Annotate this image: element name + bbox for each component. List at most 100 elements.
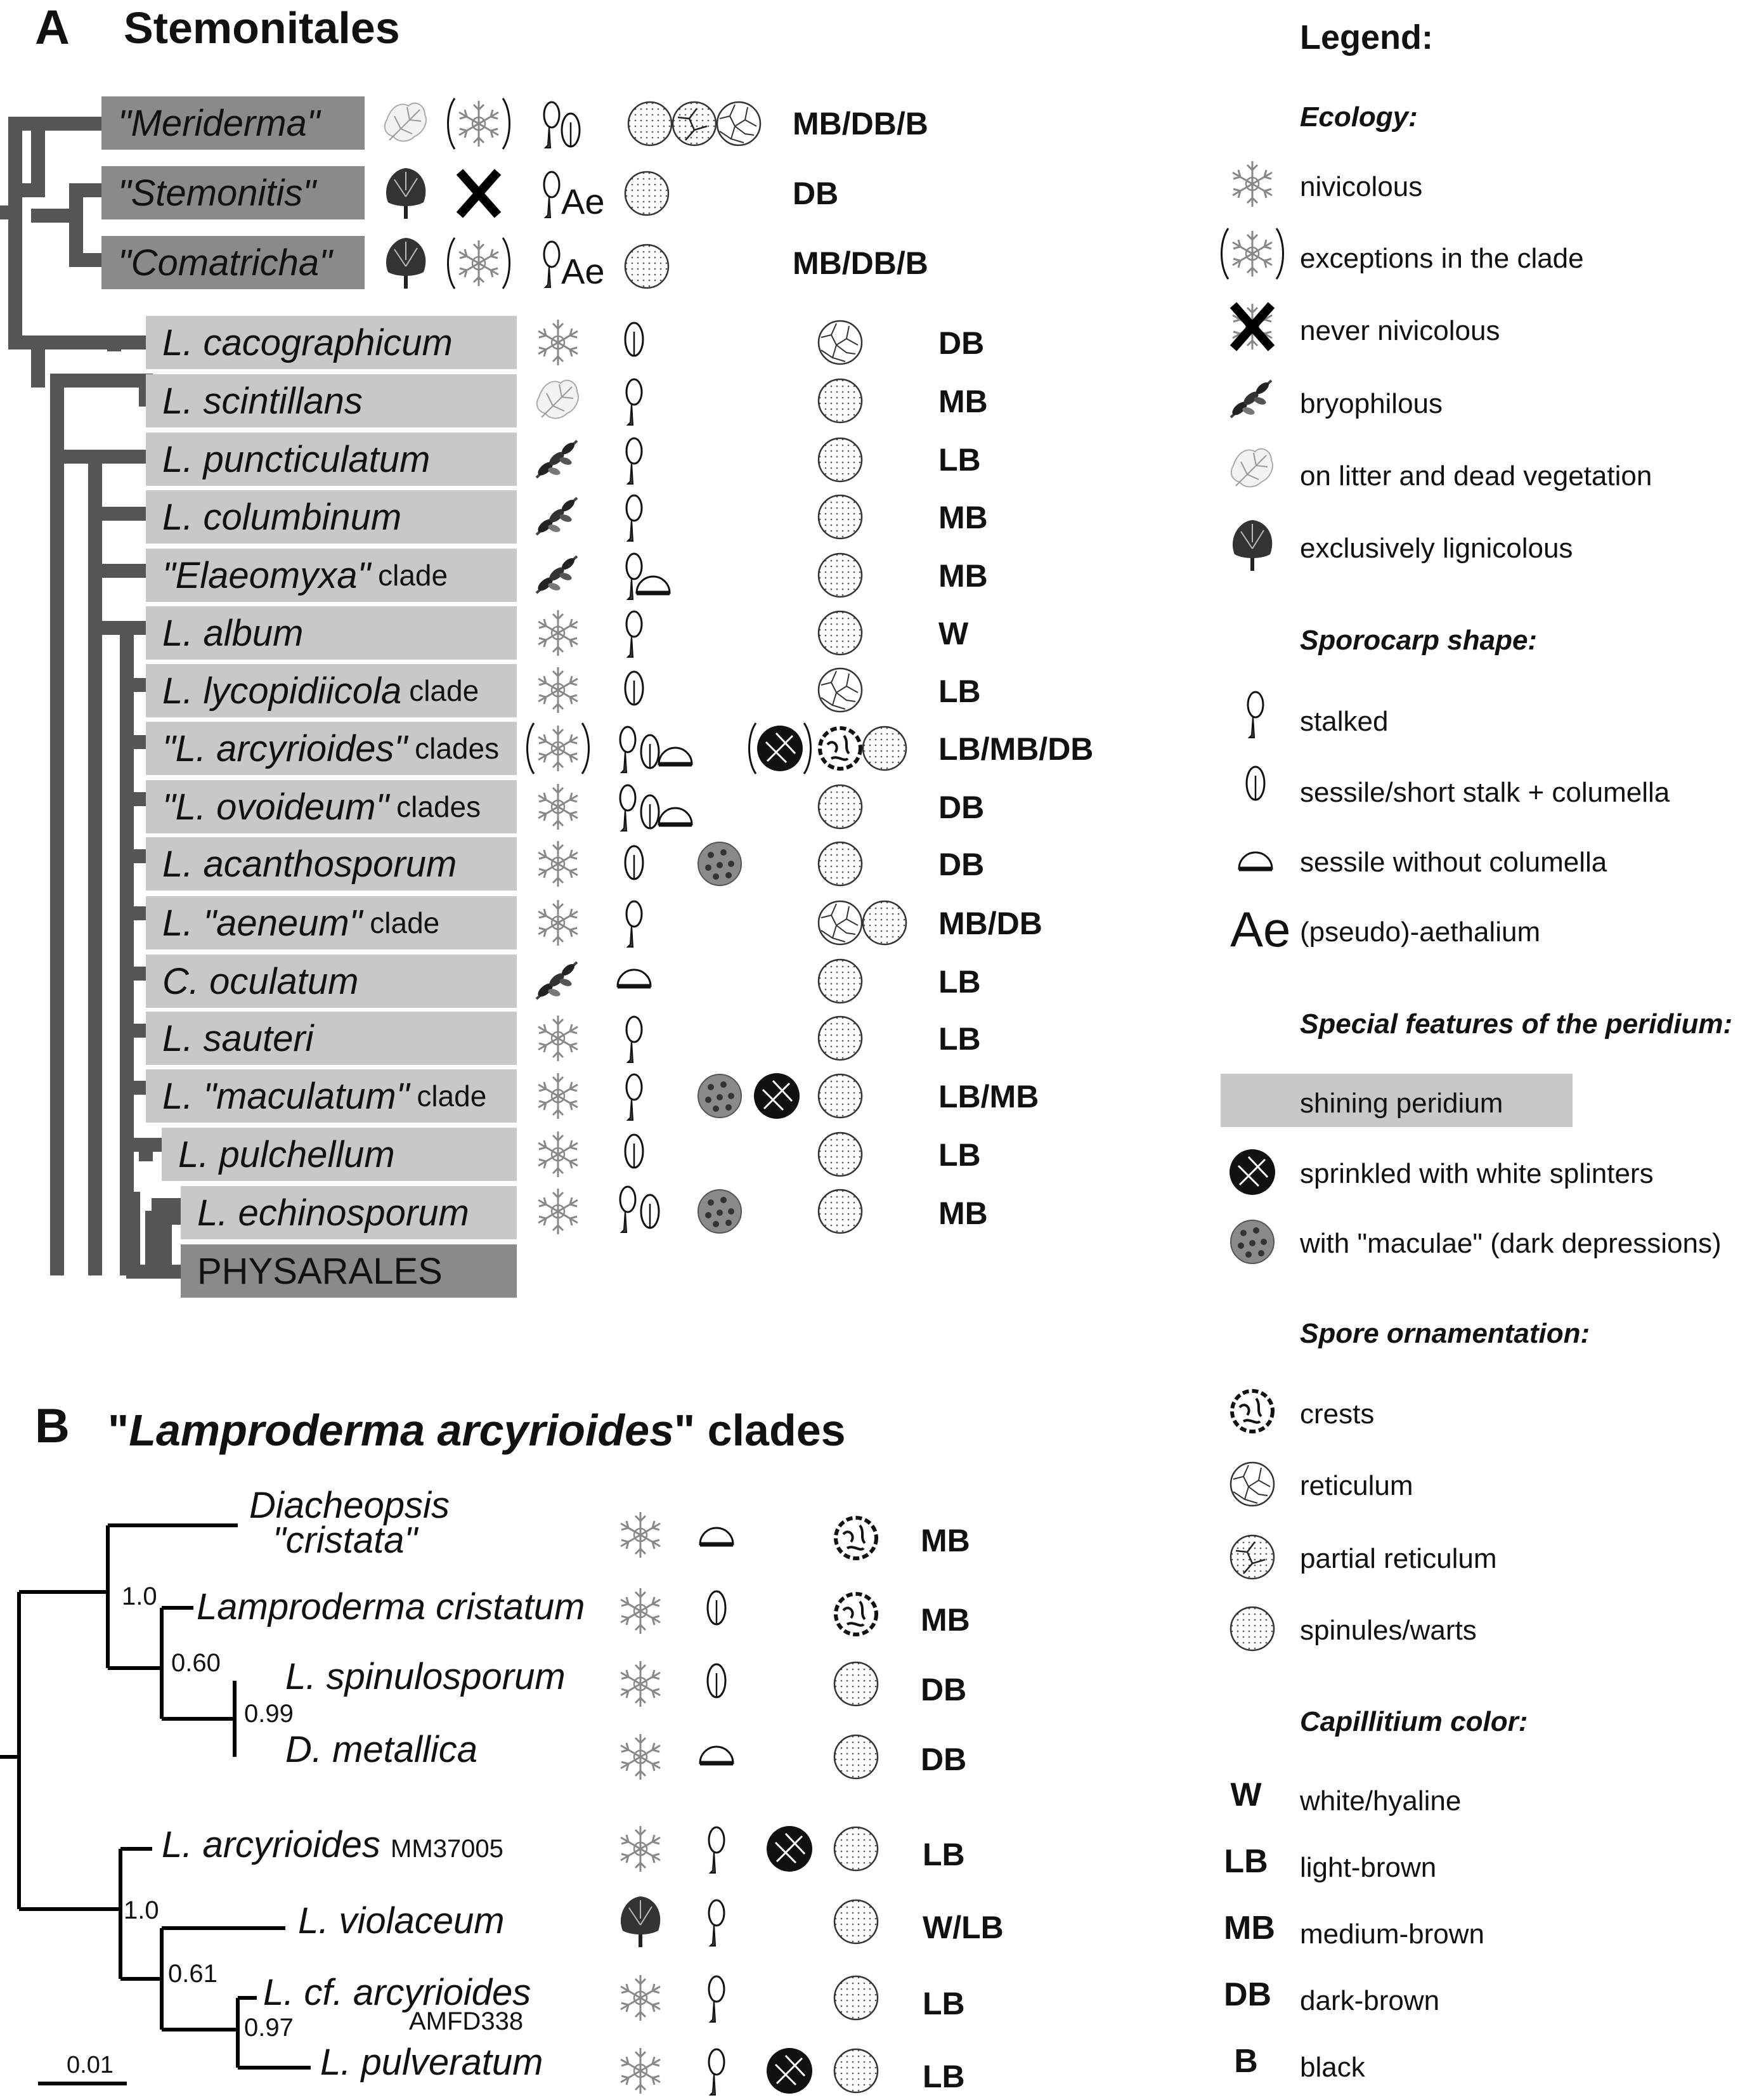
taxon-label: L. "aeneum" xyxy=(162,902,363,944)
taxon-suffix: clade xyxy=(370,906,440,939)
capillitium-code: LB xyxy=(938,964,981,1000)
legend-item: dark-brown xyxy=(1300,1985,1440,2016)
ae-label: Ae xyxy=(561,251,605,291)
legend-item: partial reticulum xyxy=(1300,1543,1497,1574)
taxon-label: L. pulveratum xyxy=(320,2042,543,2083)
taxon-box: C. oculatum xyxy=(146,955,517,1008)
legend-item: spinules/warts xyxy=(1300,1615,1477,1646)
panel-b-title: "Lamproderma arcyrioides" clades xyxy=(108,1405,846,1455)
legend-item: shining peridium xyxy=(1300,1088,1503,1119)
taxon-suffix: clades xyxy=(415,732,500,765)
support-value: 1.0 xyxy=(122,1582,157,1610)
capillitium-code: MB xyxy=(938,384,988,419)
capillitium-code: MB xyxy=(938,558,988,594)
capillitium-code: MB/DB/B xyxy=(793,245,928,281)
tree-b-branches xyxy=(0,1523,311,2085)
capillitium-code: DB xyxy=(793,176,839,211)
support-value: 1.0 xyxy=(124,1896,159,1924)
taxon-label: L. acanthosporum xyxy=(162,843,457,885)
taxon-box: L. acanthosporum xyxy=(146,837,517,890)
capillitium-code: LB/MB xyxy=(938,1079,1039,1114)
taxon-box: L. "maculatum" clade xyxy=(146,1069,517,1123)
taxon-box: L. "aeneum" clade xyxy=(146,896,517,949)
taxon-label: C. oculatum xyxy=(162,960,359,1002)
ae-label: Ae xyxy=(561,181,605,221)
cap-code: W xyxy=(1230,1777,1262,1813)
legend-item: sessile without columella xyxy=(1300,847,1607,878)
taxon-label: L. arcyrioides MM37005 xyxy=(162,1824,503,1865)
taxon-label: L. "maculatum" xyxy=(162,1075,410,1117)
capillitium-code: DB xyxy=(938,847,985,882)
legend-heading: Spore ornamentation: xyxy=(1300,1318,1590,1349)
capillitium-code: LB xyxy=(923,1986,965,2021)
capillitium-code: LB xyxy=(938,1137,981,1173)
capillitium-code: LB xyxy=(923,1837,965,1872)
scale-label: 0.01 xyxy=(67,2052,114,2078)
legend-item: with "maculae" (dark depressions) xyxy=(1300,1228,1722,1259)
capillitium-code: LB xyxy=(938,674,981,709)
taxon-label: L. columbinum xyxy=(162,496,402,538)
legend-heading: Ecology: xyxy=(1300,101,1418,133)
legend-item: reticulum xyxy=(1300,1470,1413,1501)
taxon-suffix: clades xyxy=(396,790,481,823)
taxon-box: L. lycopidiicola clade xyxy=(146,664,517,717)
legend-heading: Capillitium color: xyxy=(1300,1706,1528,1737)
taxon-label: L. violaceum xyxy=(298,1900,505,1941)
panel-b-letter: B xyxy=(35,1399,70,1453)
taxon-label: "Stemonitis" xyxy=(118,172,316,214)
support-value: 0.99 xyxy=(244,1700,294,1728)
legend-item: sprinkled with white splinters xyxy=(1300,1158,1654,1189)
taxon-box: L. echinosporum xyxy=(181,1186,517,1239)
panel-a-letter: A xyxy=(35,1,70,55)
taxon-label: L. cf. arcyrioides xyxy=(263,1972,531,2013)
taxon-label: "L. ovoideum" xyxy=(162,786,389,828)
taxon-label: L. echinosporum xyxy=(197,1192,469,1234)
legend-item: medium-brown xyxy=(1300,1919,1484,1950)
capillitium-code: DB xyxy=(921,1742,967,1777)
taxon-suffix: clade xyxy=(417,1079,487,1112)
support-value: 0.60 xyxy=(171,1649,221,1677)
capillitium-code: LB xyxy=(938,442,981,478)
capillitium-code: DB xyxy=(938,325,985,361)
legend-item: never nivicolous xyxy=(1300,315,1500,346)
capillitium-code: MB/DB/B xyxy=(793,106,928,141)
taxon-label: "Elaeomyxa" xyxy=(162,554,371,596)
capillitium-code: DB xyxy=(938,790,985,825)
taxon-box: "L. ovoideum" clades xyxy=(146,780,517,833)
taxon-box: L. sauteri xyxy=(146,1012,517,1065)
cap-code: B xyxy=(1234,2043,1258,2080)
taxon-label: Lamproderma cristatum xyxy=(197,1586,585,1627)
legend-item: stalked xyxy=(1300,706,1389,737)
legend-item: crests xyxy=(1300,1399,1375,1430)
capillitium-code: W xyxy=(938,616,969,651)
legend-item: nivicolous xyxy=(1300,171,1423,202)
legend-item: (pseudo)-aethalium xyxy=(1300,916,1541,948)
capillitium-code: MB xyxy=(938,500,988,535)
legend-item: exclusively lignicolous xyxy=(1300,533,1573,564)
legend-item: light-brown xyxy=(1300,1852,1437,1883)
shining-peridium-swatch xyxy=(1221,1074,1573,1127)
taxon-label: L. lycopidiicola xyxy=(162,670,402,712)
taxon-suffix: clade xyxy=(409,674,479,707)
legend-title: Legend: xyxy=(1300,18,1433,56)
ae-symbol: Ae xyxy=(1230,901,1291,957)
legend-item: exceptions in the clade xyxy=(1300,243,1584,274)
legend-item: sessile/short stalk + columella xyxy=(1300,777,1670,808)
legend-item: on litter and dead vegetation xyxy=(1300,460,1652,492)
taxon-label: "Comatricha" xyxy=(118,242,332,284)
taxon-suffix: clade xyxy=(378,559,448,592)
taxon-label: PHYSARALES xyxy=(197,1250,443,1292)
taxon-box: PHYSARALES xyxy=(181,1244,517,1298)
legend-heading: Sporocarp shape: xyxy=(1300,625,1538,656)
legend-item: black xyxy=(1300,2052,1365,2083)
taxon-box: "Elaeomyxa" clade xyxy=(146,549,517,602)
taxon-box: "Stemonitis" xyxy=(101,166,365,219)
taxon-box: L. cacographicum xyxy=(146,316,517,369)
taxon-box: L. columbinum xyxy=(146,490,517,544)
taxon-box: L. album xyxy=(146,606,517,660)
taxon-voucher: AMFD338 xyxy=(409,2007,524,2035)
taxon-box: L. pulchellum xyxy=(162,1128,517,1181)
taxon-label: L. scintillans xyxy=(162,380,363,422)
capillitium-code: LB xyxy=(923,2059,965,2094)
legend-heading: Special features of the peridium: xyxy=(1300,1008,1733,1040)
